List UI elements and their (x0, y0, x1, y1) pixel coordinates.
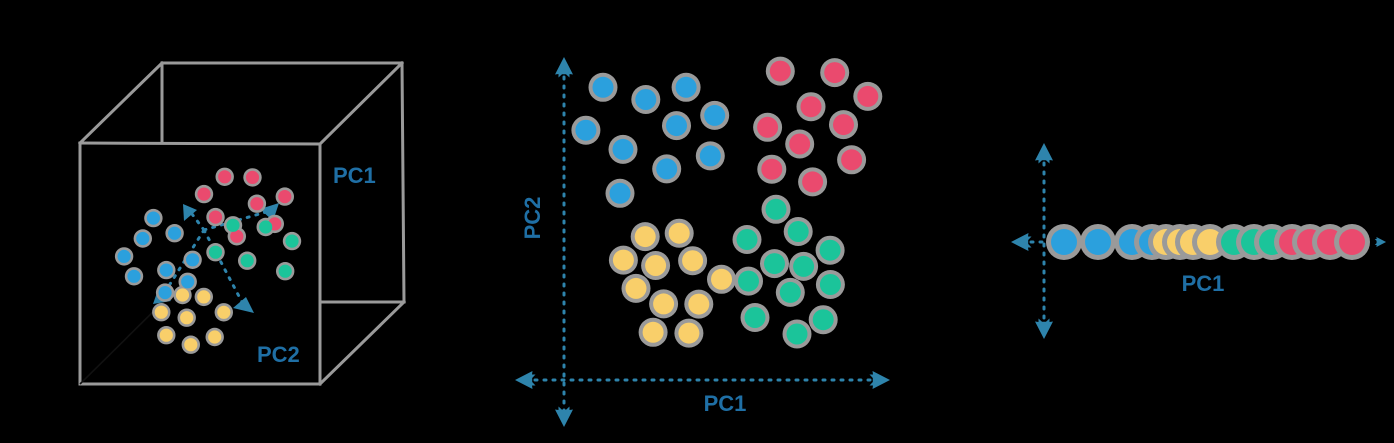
svg-text:PC1: PC1 (704, 391, 747, 416)
svg-text:PC2: PC2 (520, 197, 545, 240)
svg-text:PC1: PC1 (1182, 271, 1225, 296)
svg-text:PC2: PC2 (257, 342, 300, 367)
svg-text:PC1: PC1 (333, 163, 376, 188)
